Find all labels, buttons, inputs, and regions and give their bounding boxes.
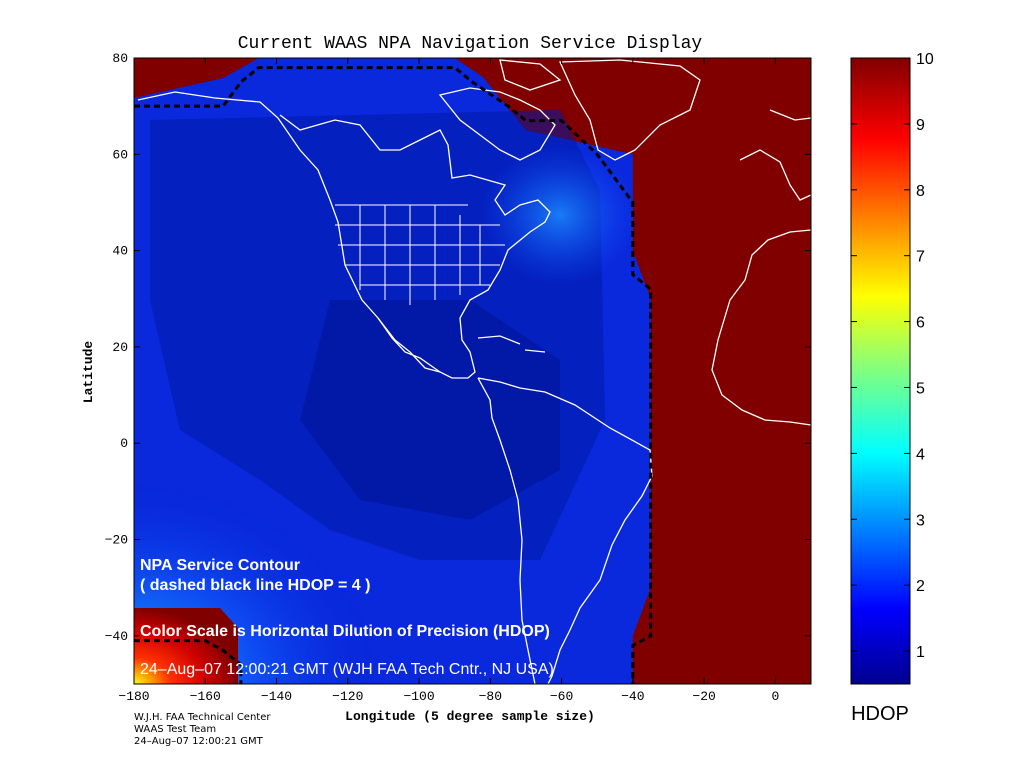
npa-service-contour xyxy=(134,66,653,684)
south-america-coast xyxy=(477,377,653,684)
arctic-islands-coast xyxy=(438,59,562,161)
us-state-borders xyxy=(335,204,505,305)
y-tick-label: 0 xyxy=(120,436,128,451)
y-axis-label: Latitude xyxy=(81,341,96,404)
credits-organization: W.J.H. FAA Technical Center xyxy=(134,712,271,723)
colorbar-tick-label: 3 xyxy=(916,512,925,529)
colorbar-tick-label: 4 xyxy=(916,446,925,463)
central-america-coast xyxy=(377,317,441,373)
npa-service-contour-southwest xyxy=(134,639,243,684)
colorbar-tick-label: 5 xyxy=(916,380,925,397)
x-tick-label: −120 xyxy=(332,689,363,704)
colorbar-tick-label: 1 xyxy=(916,644,925,661)
y-axis: 80 60 40 20 0 −20 −40 xyxy=(105,51,811,644)
x-tick-label: −140 xyxy=(261,689,292,704)
europe-coast xyxy=(739,109,811,201)
y-tick-label: 80 xyxy=(112,51,128,66)
annotation-timestamp: 24–Aug–07 12:00:21 GMT (WJH FAA Tech Cnt… xyxy=(140,661,554,678)
x-tick-label: −160 xyxy=(190,689,221,704)
x-tick-label: −100 xyxy=(403,689,434,704)
credits-timestamp: 24–Aug–07 12:00:21 GMT xyxy=(134,736,263,747)
annotation-service-contour: NPA Service Contour xyxy=(140,557,300,574)
annotation-dashed-line: ( dashed black line HDOP = 4 ) xyxy=(140,577,370,594)
coastlines xyxy=(137,59,811,684)
colorbar-tick-label: 2 xyxy=(916,578,925,595)
x-tick-label: −20 xyxy=(692,689,715,704)
colorbar-tick-label: 6 xyxy=(916,315,925,332)
very-low-hdop-core xyxy=(300,300,560,520)
y-tick-label: 60 xyxy=(112,147,128,162)
credits: W.J.H. FAA Technical Center WAAS Test Te… xyxy=(134,712,270,748)
x-tick-label: 0 xyxy=(771,689,779,704)
x-tick-label: −60 xyxy=(550,689,573,704)
x-tick-label: −180 xyxy=(118,689,149,704)
annotation-color-scale: Color Scale is Horizontal Dilution of Pr… xyxy=(140,623,550,640)
colorbar-tick-label: 10 xyxy=(916,51,934,68)
colorbar-tick-label: 9 xyxy=(916,117,925,134)
atlantic-glow xyxy=(480,145,640,285)
x-axis: −180 −160 −140 −120 −100 −80 −60 −40 −20 0 xyxy=(118,58,779,704)
y-tick-label: −40 xyxy=(105,629,128,644)
y-tick-label: −20 xyxy=(105,533,128,548)
chart-title: Current WAAS NPA Navigation Service Disp… xyxy=(238,34,703,54)
north-america-coast xyxy=(137,91,551,379)
colorbar-tick-label: 7 xyxy=(916,249,925,266)
x-tick-label: −40 xyxy=(621,689,644,704)
colorbar-tick-label: 8 xyxy=(916,183,925,200)
x-tick-label: −80 xyxy=(479,689,502,704)
y-tick-label: 20 xyxy=(112,340,128,355)
colorbar-label: HDOP xyxy=(851,703,909,725)
africa-coast xyxy=(711,229,811,426)
colorbar-ticks: 10 9 8 7 6 5 4 3 2 1 xyxy=(851,51,934,661)
credits-team: WAAS Test Team xyxy=(134,724,217,735)
plot-frame xyxy=(133,57,812,685)
x-axis-label: Longitude (5 degree sample size) xyxy=(345,709,595,724)
southwest-hot-region xyxy=(134,608,238,684)
caribbean-islands xyxy=(477,335,546,353)
y-tick-label: 40 xyxy=(112,244,128,259)
greenland-coast xyxy=(559,59,701,161)
colorbar xyxy=(850,57,911,685)
